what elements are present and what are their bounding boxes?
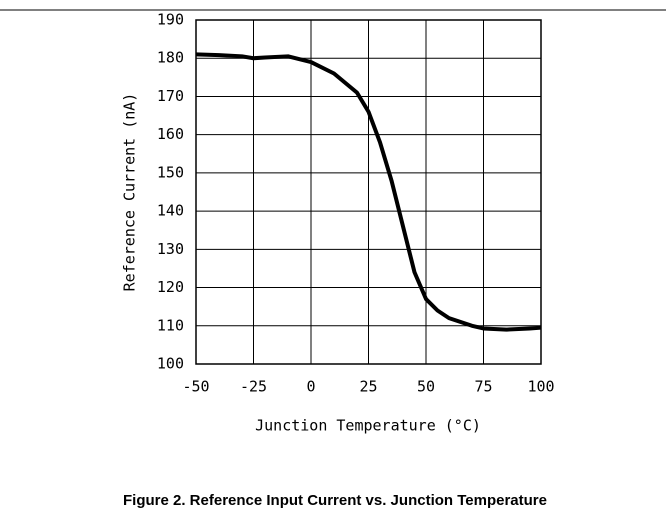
data-line — [195, 52, 542, 332]
x-tick-label: 100 — [527, 378, 554, 396]
x-tick-label: 50 — [417, 378, 435, 396]
y-tick-label: 160 — [157, 125, 184, 143]
x-tick-label: 25 — [359, 378, 377, 396]
y-tick-label: 190 — [157, 11, 184, 29]
x-tick-label: -50 — [182, 378, 209, 396]
chart-title: Figure 2. Reference Input Current vs. Ju… — [123, 492, 547, 509]
y-axis-label: Reference Current (nA) — [121, 93, 139, 292]
x-tick-label: 75 — [474, 378, 492, 396]
y-tick-label: 110 — [157, 316, 184, 334]
plot-frame — [195, 19, 542, 365]
y-tick-label: 180 — [157, 49, 184, 67]
y-tick-label: 140 — [157, 202, 184, 220]
x-tick-label: -25 — [240, 378, 267, 396]
x-tick-label: 0 — [306, 378, 315, 396]
y-tick-label: 150 — [157, 163, 184, 181]
x-axis-label: Junction Temperature (°C) — [255, 417, 481, 435]
y-tick-label: 120 — [157, 278, 184, 296]
y-tick-label: 100 — [157, 355, 184, 373]
y-tick-label: 170 — [157, 87, 184, 105]
y-tick-label: 130 — [157, 240, 184, 258]
